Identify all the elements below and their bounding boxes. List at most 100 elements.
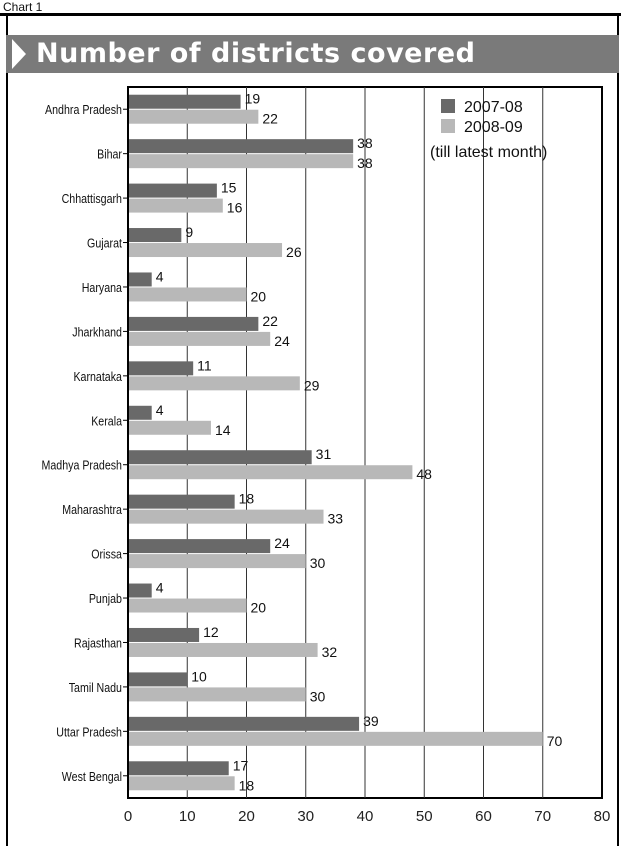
data-label-2008-09: 30 xyxy=(310,688,326,704)
data-label-2007-08: 4 xyxy=(156,580,164,596)
category-label: West Bengal xyxy=(62,769,122,784)
legend-label-2008-09: 2008-09 xyxy=(464,119,523,136)
x-tick-label: 30 xyxy=(297,808,314,825)
data-label-2007-08: 9 xyxy=(185,224,193,240)
data-label-2007-08: 12 xyxy=(203,624,219,640)
data-label-2007-08: 24 xyxy=(274,535,290,551)
bar-2008-09 xyxy=(129,198,223,213)
legend-swatch-2007-08 xyxy=(441,99,455,113)
data-label-2008-09: 18 xyxy=(239,777,255,793)
data-label-2008-09: 22 xyxy=(262,111,278,127)
bar-2007-08 xyxy=(129,361,194,376)
data-label-2008-09: 30 xyxy=(310,555,326,571)
data-label-2008-09: 38 xyxy=(357,155,373,171)
category-label: Rajasthan xyxy=(74,635,122,650)
bar-2008-09 xyxy=(129,509,324,524)
bar-2008-09 xyxy=(129,420,211,435)
chart-number-label: Chart 1 xyxy=(3,0,43,14)
legend-note: (till latest month) xyxy=(430,144,547,161)
data-label-2008-09: 24 xyxy=(274,333,290,349)
bar-2007-08 xyxy=(129,627,200,642)
bar-2008-09 xyxy=(129,243,283,258)
data-label-2007-08: 31 xyxy=(316,446,332,462)
data-label-2008-09: 48 xyxy=(416,466,432,482)
category-label: Haryana xyxy=(82,280,123,295)
bar-2007-08 xyxy=(129,272,152,287)
data-label-2007-08: 11 xyxy=(197,357,212,373)
top-rule xyxy=(0,13,621,16)
bar-2007-08 xyxy=(129,316,259,331)
bar-2008-09 xyxy=(129,287,247,302)
data-label-2007-08: 17 xyxy=(233,757,249,773)
data-label-2008-09: 20 xyxy=(251,600,267,616)
bar-2008-09 xyxy=(129,598,247,613)
data-label-2007-08: 4 xyxy=(156,402,164,418)
bar-2008-09 xyxy=(129,731,543,746)
bar-2008-09 xyxy=(129,331,271,346)
data-label-2007-08: 19 xyxy=(245,91,261,107)
bar-2008-09 xyxy=(129,554,306,569)
bar-2007-08 xyxy=(129,139,354,154)
data-label-2007-08: 39 xyxy=(363,713,379,729)
category-label: Bihar xyxy=(97,147,122,162)
data-label-2008-09: 16 xyxy=(227,200,243,216)
data-label-2008-09: 20 xyxy=(251,288,267,304)
data-label-2008-09: 29 xyxy=(304,377,320,393)
bar-2007-08 xyxy=(129,494,235,509)
bar-2008-09 xyxy=(129,109,259,124)
plot-area xyxy=(127,86,603,799)
right-border xyxy=(617,16,619,846)
bar-2007-08 xyxy=(129,405,152,420)
category-label: Punjab xyxy=(89,591,123,606)
data-label-2007-08: 18 xyxy=(239,491,255,507)
category-label: Tamil Nadu xyxy=(69,680,122,695)
x-tick-label: 50 xyxy=(416,808,433,825)
title-bar xyxy=(6,35,619,73)
category-label: Jharkhand xyxy=(72,324,122,339)
bar-2007-08 xyxy=(129,716,360,731)
data-label-2007-08: 15 xyxy=(221,180,237,196)
bar-2008-09 xyxy=(129,776,235,791)
data-label-2007-08: 38 xyxy=(357,135,373,151)
category-label: Kerala xyxy=(91,413,122,428)
legend-swatch-2008-09 xyxy=(441,119,455,133)
arrow-icon xyxy=(12,39,26,69)
x-tick-label: 10 xyxy=(179,808,196,825)
bar-2007-08 xyxy=(129,583,152,598)
x-tick-label: 40 xyxy=(357,808,374,825)
data-label-2008-09: 14 xyxy=(215,422,231,438)
legend-label-2007-08: 2007-08 xyxy=(464,99,523,116)
category-label: Madhya Pradesh xyxy=(41,458,122,473)
category-label: Karnataka xyxy=(73,369,122,384)
chart-title: Number of districts covered xyxy=(36,38,476,69)
data-label-2008-09: 70 xyxy=(547,733,563,749)
data-label-2007-08: 10 xyxy=(191,668,207,684)
data-label-2008-09: 33 xyxy=(328,511,344,527)
category-label: Orissa xyxy=(91,547,122,562)
category-label: Andhra Pradesh xyxy=(45,102,122,117)
left-border xyxy=(6,16,8,846)
x-tick-label: 20 xyxy=(238,808,255,825)
bar-2007-08 xyxy=(129,450,312,465)
x-tick-label: 80 xyxy=(594,808,611,825)
bar-2008-09 xyxy=(129,687,306,702)
data-label-2008-09: 26 xyxy=(286,244,302,260)
data-label-2007-08: 4 xyxy=(156,268,164,284)
category-label: Uttar Pradesh xyxy=(56,724,122,739)
category-label: Gujarat xyxy=(87,236,123,251)
category-label: Maharashtra xyxy=(62,502,122,517)
data-label-2007-08: 22 xyxy=(262,313,278,329)
bar-2007-08 xyxy=(129,183,217,198)
bar-2007-08 xyxy=(129,228,182,243)
x-tick-label: 0 xyxy=(124,808,132,825)
bar-2007-08 xyxy=(129,94,241,109)
bar-2007-08 xyxy=(129,672,188,687)
bar-2007-08 xyxy=(129,539,271,554)
data-label-2008-09: 32 xyxy=(322,644,338,660)
bar-2008-09 xyxy=(129,376,300,391)
bar-2008-09 xyxy=(129,465,413,480)
bar-2007-08 xyxy=(129,761,229,776)
bar-2008-09 xyxy=(129,154,354,169)
